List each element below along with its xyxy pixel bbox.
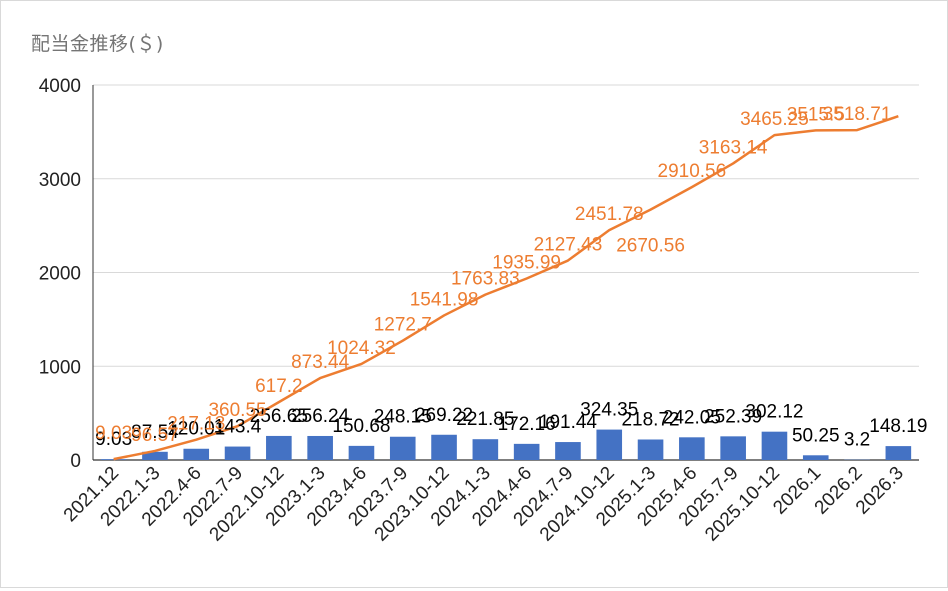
line-data-label: 1541.98: [410, 289, 479, 310]
line-data-label: 617.2: [255, 376, 303, 397]
bar: [679, 437, 705, 460]
bar: [183, 449, 209, 460]
bar-data-label: 302.12: [745, 402, 803, 423]
bar-data-label: 148.19: [869, 416, 927, 437]
bar: [307, 436, 333, 460]
bar: [762, 432, 788, 460]
bar: [473, 439, 499, 460]
line-data-label: 3518.71: [823, 104, 892, 125]
y-tick-label: 4000: [39, 76, 81, 97]
bar: [886, 446, 912, 460]
chart-title: 配当金推移(＄): [31, 29, 164, 56]
bar: [514, 444, 540, 460]
bar: [266, 436, 292, 460]
line-data-label: 2127.43: [534, 235, 603, 256]
bar: [431, 435, 457, 460]
y-tick-label: 3000: [39, 170, 81, 191]
line-data-label: 1272.7: [374, 315, 432, 336]
bar: [225, 447, 251, 460]
bar: [720, 436, 746, 460]
bar-data-label: 3.2: [844, 430, 870, 451]
bar: [555, 442, 581, 460]
y-axis: 0 1000 2000 3000 4000: [39, 76, 81, 472]
bar: [101, 459, 127, 460]
line-data-label: 9.03: [95, 423, 132, 444]
line-data-label: 360.55: [208, 400, 266, 421]
line-data-label: 2670.56: [616, 236, 685, 257]
line-data-label: 1935.99: [492, 253, 561, 274]
line-data-label: 3163.14: [699, 137, 768, 158]
y-tick-label: 0: [70, 451, 81, 472]
line-data-label: 1024.32: [327, 338, 396, 359]
bar: [638, 439, 664, 460]
bar-data-label: 50.25: [792, 425, 840, 446]
bar: [596, 430, 622, 460]
bar: [390, 437, 416, 460]
y-tick-label: 1000: [39, 357, 81, 378]
line-data-label: 2910.56: [658, 161, 727, 182]
bar: [349, 446, 375, 460]
line-data-label: 2451.78: [575, 204, 644, 225]
x-tick-label: 2026.3: [852, 463, 908, 519]
bar: [803, 455, 829, 460]
y-tick-label: 2000: [39, 264, 81, 285]
x-axis: 2021.122022.1-32022.4-62022.7-92022.10-1…: [60, 463, 908, 546]
